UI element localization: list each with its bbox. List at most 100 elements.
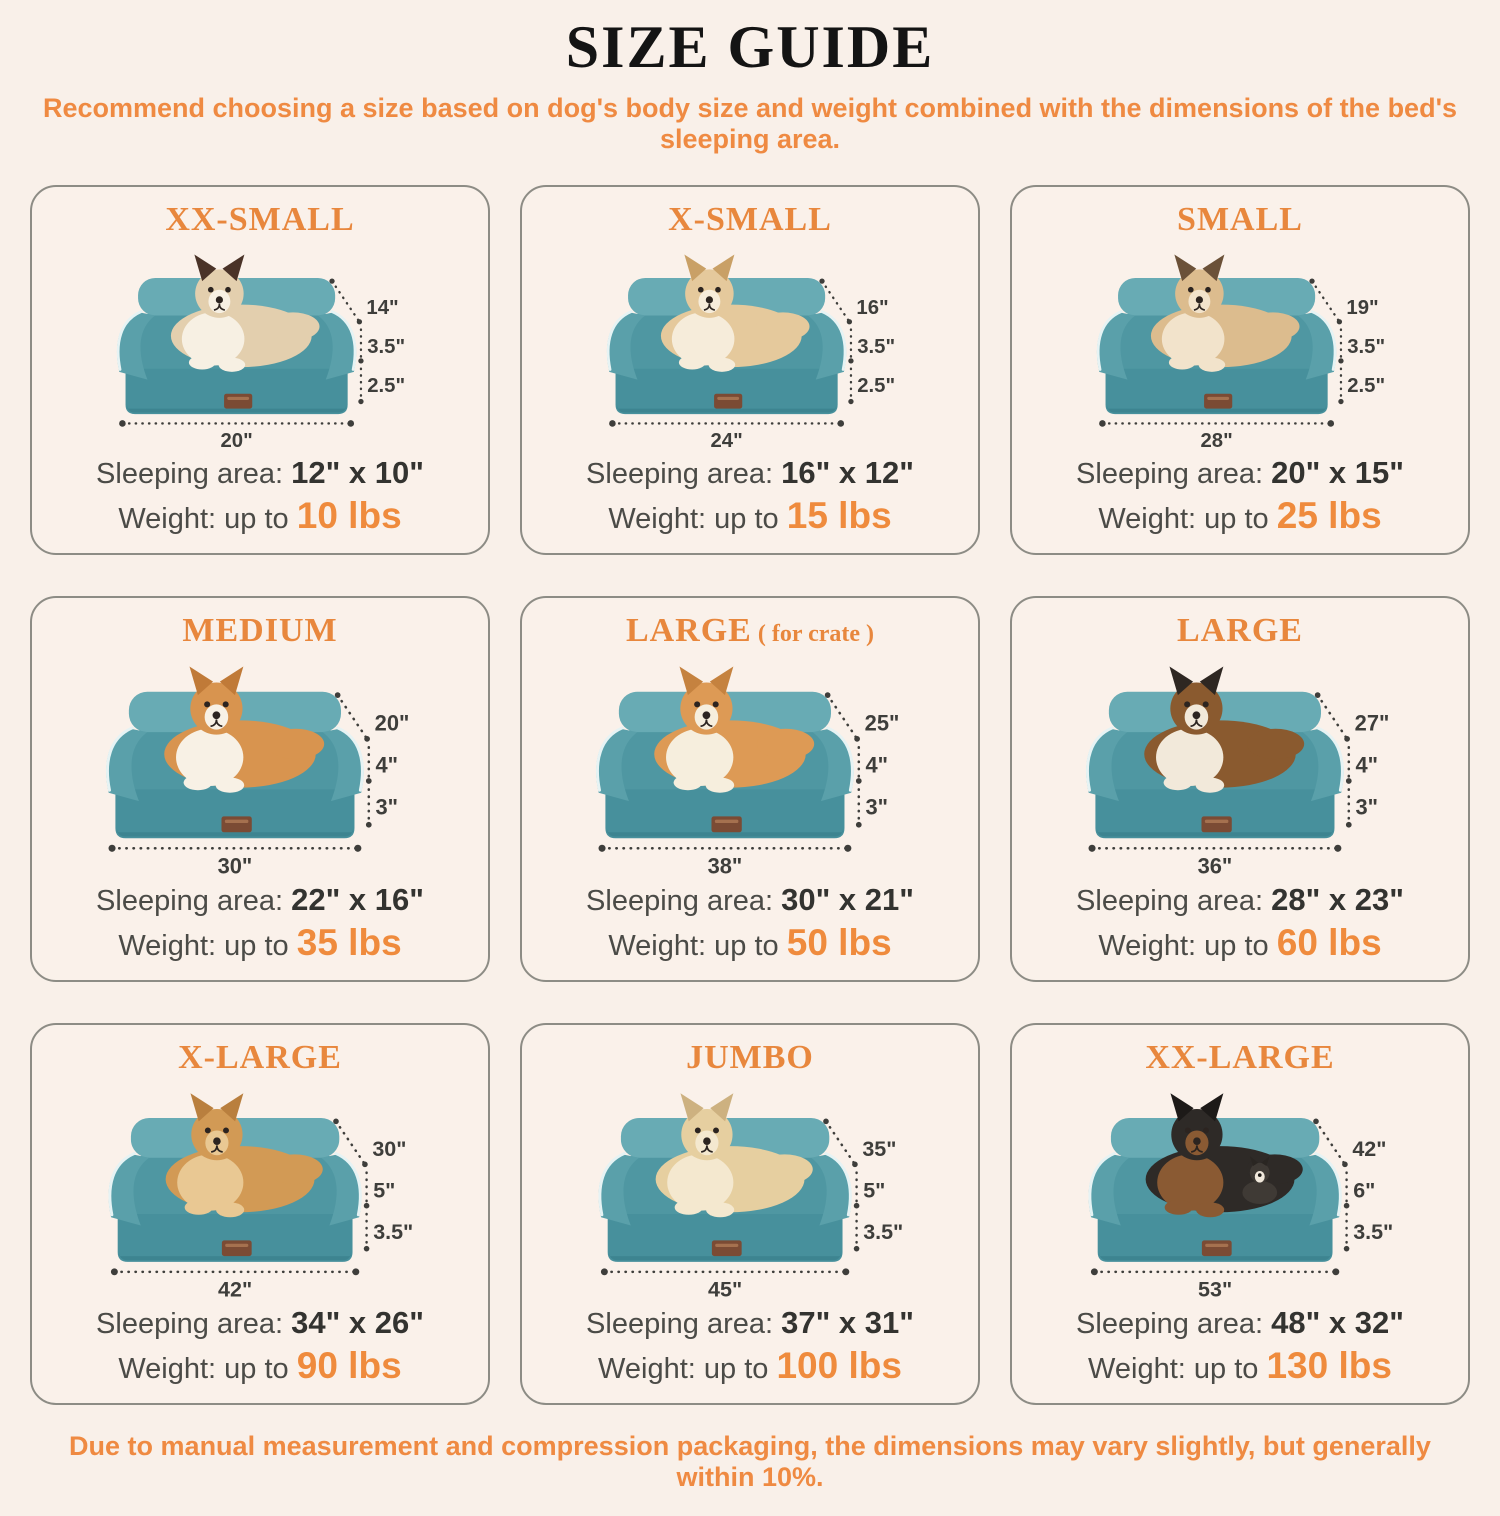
bed-illustration: 19" 3.5" 2.5" 28" — [1012, 238, 1468, 452]
card-title: X-SMALL — [668, 201, 832, 238]
bolster-height-dimension-label: 4" — [1355, 753, 1378, 778]
card-size-qualifier: ( for crate ) — [751, 621, 875, 647]
dimension-annotations: 20" 4" 3" 30" — [108, 692, 409, 879]
length-dimension-line — [1316, 694, 1349, 741]
bolster-height-dimension-label: 4" — [375, 753, 398, 778]
sleeping-area-line: Sleeping area: 37" x 31" — [586, 1304, 914, 1343]
base-height-dimension-label: 3.5" — [1353, 1220, 1393, 1244]
card-title: LARGE ( for crate ) — [626, 612, 874, 649]
french-bulldog-graphic — [1150, 254, 1300, 373]
base-height-dimension-label: 3" — [375, 795, 398, 820]
weight-label: Weight: up to — [608, 929, 779, 962]
length-dimension-line — [826, 694, 859, 741]
weight-value: 130 lbs — [1266, 1344, 1392, 1386]
sleeping-area-label: Sleeping area: — [1076, 1308, 1264, 1340]
bed-brand-tag — [1201, 1240, 1232, 1257]
card-title: XX-LARGE — [1145, 1039, 1334, 1076]
bed-brand-tag — [224, 394, 253, 409]
card-size-name: X-LARGE — [178, 1039, 342, 1076]
bed-brand-tag — [711, 816, 742, 833]
size-card-xx-large: XX-LARGE — [1010, 1023, 1470, 1405]
shiba-inu-graphic — [654, 666, 814, 794]
dimension-annotations: 35" 5" 3.5" 45" — [600, 1118, 903, 1302]
sleeping-area-line: Sleeping area: 28" x 23" — [1076, 881, 1404, 920]
bolster-height-dimension-label: 4" — [865, 753, 888, 778]
length-dimension-label: 27" — [1354, 711, 1389, 736]
dimension-annotations: 25" 4" 3" 38" — [598, 692, 899, 879]
shih-tzu-graphic — [660, 254, 810, 373]
length-dimension-label: 42" — [1352, 1137, 1386, 1161]
length-dimension-line — [336, 694, 369, 741]
sleeping-area-value: 48" x 32" — [1271, 1305, 1404, 1340]
sleeping-area-value: 30" x 21" — [781, 882, 914, 917]
bed-brand-tag — [1204, 394, 1233, 409]
width-dimension-label: 45" — [708, 1278, 742, 1302]
weight-label: Weight: up to — [1098, 929, 1269, 962]
sleeping-area-line: Sleeping area: 16" x 12" — [586, 454, 914, 493]
bolster-height-dimension-label: 3.5" — [1347, 336, 1385, 358]
sleeping-area-label: Sleeping area: — [96, 885, 284, 917]
weight-label: Weight: up to — [118, 502, 289, 535]
card-size-name: XX-LARGE — [1145, 1039, 1335, 1076]
card-size-name: MEDIUM — [182, 612, 338, 649]
length-dimension-line — [334, 1120, 367, 1166]
bolster-height-dimension-label: 5" — [863, 1179, 885, 1203]
weight-line: Weight: up to 15 lbs — [608, 493, 891, 539]
dimension-annotations: 19" 3.5" 2.5" 28" — [1099, 278, 1385, 452]
weight-label: Weight: up to — [608, 502, 779, 535]
bed-brand-tag — [221, 816, 252, 833]
bed-illustration: 25" 4" 3" 38" — [522, 649, 978, 879]
sleeping-area-label: Sleeping area: — [586, 458, 774, 490]
weight-line: Weight: up to 50 lbs — [608, 920, 891, 966]
size-card-large: LARGE — [1010, 596, 1470, 982]
size-card-xx-small: XX-SMALL — [30, 185, 490, 555]
width-dimension-label: 53" — [1198, 1278, 1232, 1302]
sleeping-area-line: Sleeping area: 48" x 32" — [1076, 1304, 1404, 1343]
size-card-jumbo: JUMBO — [520, 1023, 980, 1405]
width-dimension-label: 36" — [1197, 854, 1232, 879]
card-title: SMALL — [1177, 201, 1303, 238]
length-dimension-line — [1310, 280, 1341, 324]
length-dimension-line — [820, 280, 851, 324]
dimension-annotations: 30" 5" 3.5" 42" — [110, 1118, 413, 1302]
base-height-dimension-label: 3.5" — [863, 1220, 903, 1244]
weight-line: Weight: up to 25 lbs — [1098, 493, 1381, 539]
sleeping-area-line: Sleeping area: 12" x 10" — [96, 454, 424, 493]
bed-brand-tag — [711, 1240, 742, 1257]
sleeping-area-label: Sleeping area: — [586, 1308, 774, 1340]
weight-value: 35 lbs — [296, 921, 402, 963]
card-size-name: XX-SMALL — [165, 201, 355, 238]
weight-line: Weight: up to 10 lbs — [118, 493, 401, 539]
length-dimension-label: 16" — [856, 297, 888, 319]
weight-value: 60 lbs — [1276, 921, 1382, 963]
bolster-height-dimension-label: 3.5" — [857, 336, 895, 358]
size-cards-grid: XX-SMALL — [30, 185, 1470, 1405]
weight-value: 25 lbs — [1276, 494, 1382, 536]
sleeping-area-label: Sleeping area: — [586, 885, 774, 917]
base-height-dimension-label: 2.5" — [1347, 376, 1385, 398]
bed-brand-tag — [221, 1240, 252, 1257]
sleeping-area-value: 37" x 31" — [781, 1305, 914, 1340]
weight-label: Weight: up to — [118, 1352, 289, 1385]
base-height-dimension-label: 2.5" — [367, 376, 405, 398]
card-size-name: JUMBO — [686, 1039, 814, 1076]
bed-illustration: 20" 4" 3" 30" — [32, 649, 488, 879]
size-card-medium: MEDIUM — [30, 596, 490, 982]
weight-line: Weight: up to 60 lbs — [1098, 920, 1381, 966]
sleeping-area-line: Sleeping area: 34" x 26" — [96, 1304, 424, 1343]
length-dimension-line — [824, 1120, 857, 1166]
size-card-large: LARGE ( for crate ) — [520, 596, 980, 982]
yellow-labrador-graphic — [655, 1093, 813, 1218]
bed-illustration: 30" 5" 3.5" 42" — [32, 1076, 488, 1302]
sleeping-area-value: 16" x 12" — [781, 455, 914, 490]
dimension-annotations: 14" 3.5" 2.5" 20" — [119, 278, 405, 452]
width-dimension-label: 42" — [218, 1278, 252, 1302]
weight-label: Weight: up to — [118, 929, 289, 962]
sleeping-area-label: Sleeping area: — [96, 1308, 284, 1340]
bolster-height-dimension-label: 5" — [373, 1179, 395, 1203]
size-card-x-large: X-LARGE — [30, 1023, 490, 1405]
bed-illustration: 14" 3.5" 2.5" 20" — [32, 238, 488, 452]
card-title: LARGE — [1177, 612, 1303, 649]
sleeping-area-label: Sleeping area: — [1076, 458, 1264, 490]
weight-line: Weight: up to 35 lbs — [118, 920, 401, 966]
